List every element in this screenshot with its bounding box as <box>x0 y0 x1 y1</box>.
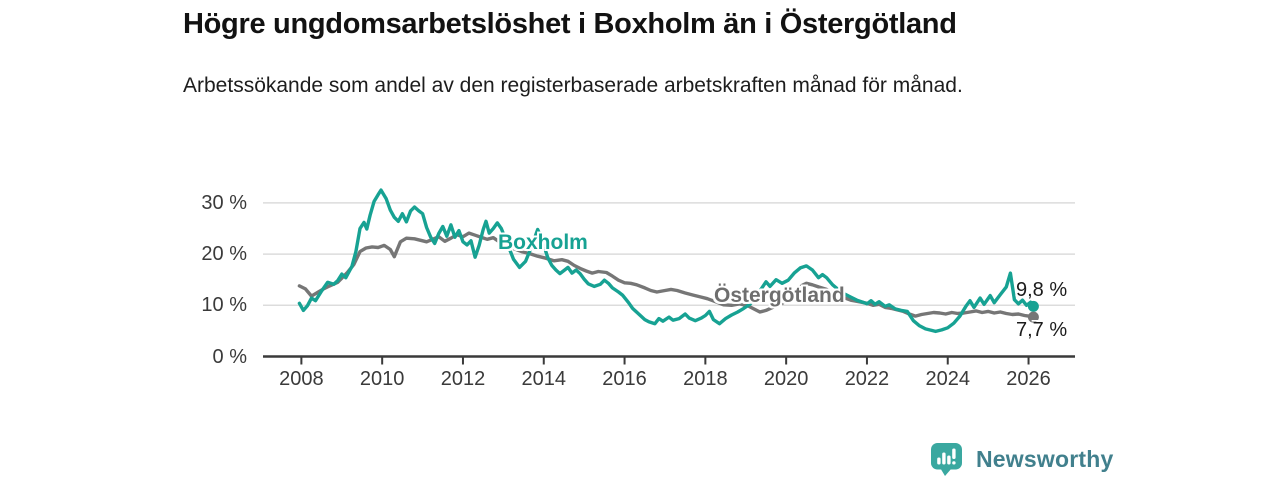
series-label-boxholm: Boxholm <box>498 231 588 254</box>
chart-subtitle: Arbetssökande som andel av den registerb… <box>183 74 963 97</box>
series-line-boxholm <box>297 188 1036 334</box>
x-tick-label-2012: 2012 <box>440 367 486 390</box>
x-tick-label-2026: 2026 <box>1006 367 1051 390</box>
series-label-ostergotland: Östergötland <box>714 284 845 307</box>
y-tick-label-20: 20 % <box>201 243 247 266</box>
x-tick-label-2016: 2016 <box>602 367 647 390</box>
series-line-östergötland <box>297 231 1036 319</box>
newsworthy-logo-icon <box>931 443 962 476</box>
newsworthy-logo-link[interactable]: Newsworthy <box>930 442 1113 477</box>
x-tick-label-2020: 2020 <box>763 367 809 390</box>
x-tick-label-2008: 2008 <box>279 367 324 390</box>
x-tick-label-2010: 2010 <box>359 367 405 390</box>
y-tick-label-10: 10 % <box>201 294 247 317</box>
end-dot-östergötland <box>1027 311 1039 323</box>
y-tick-label-30: 30 % <box>201 191 247 214</box>
end-value-label-ostergotland: 7,7 % <box>1016 319 1068 341</box>
x-tick-label-2014: 2014 <box>521 367 567 390</box>
page-title: Högre ungdomsarbetslöshet i Boxholm än i… <box>183 8 957 40</box>
newsworthy-logo-text: Newsworthy <box>976 446 1114 472</box>
end-dot-boxholm <box>1027 300 1039 312</box>
end-value-label-boxholm: 9,8 % <box>1016 279 1068 301</box>
y-tick-label-0: 0 % <box>212 345 247 368</box>
x-tick-label-2024: 2024 <box>925 367 970 390</box>
x-tick-label-2022: 2022 <box>844 367 890 390</box>
x-tick-label-2018: 2018 <box>683 367 728 390</box>
